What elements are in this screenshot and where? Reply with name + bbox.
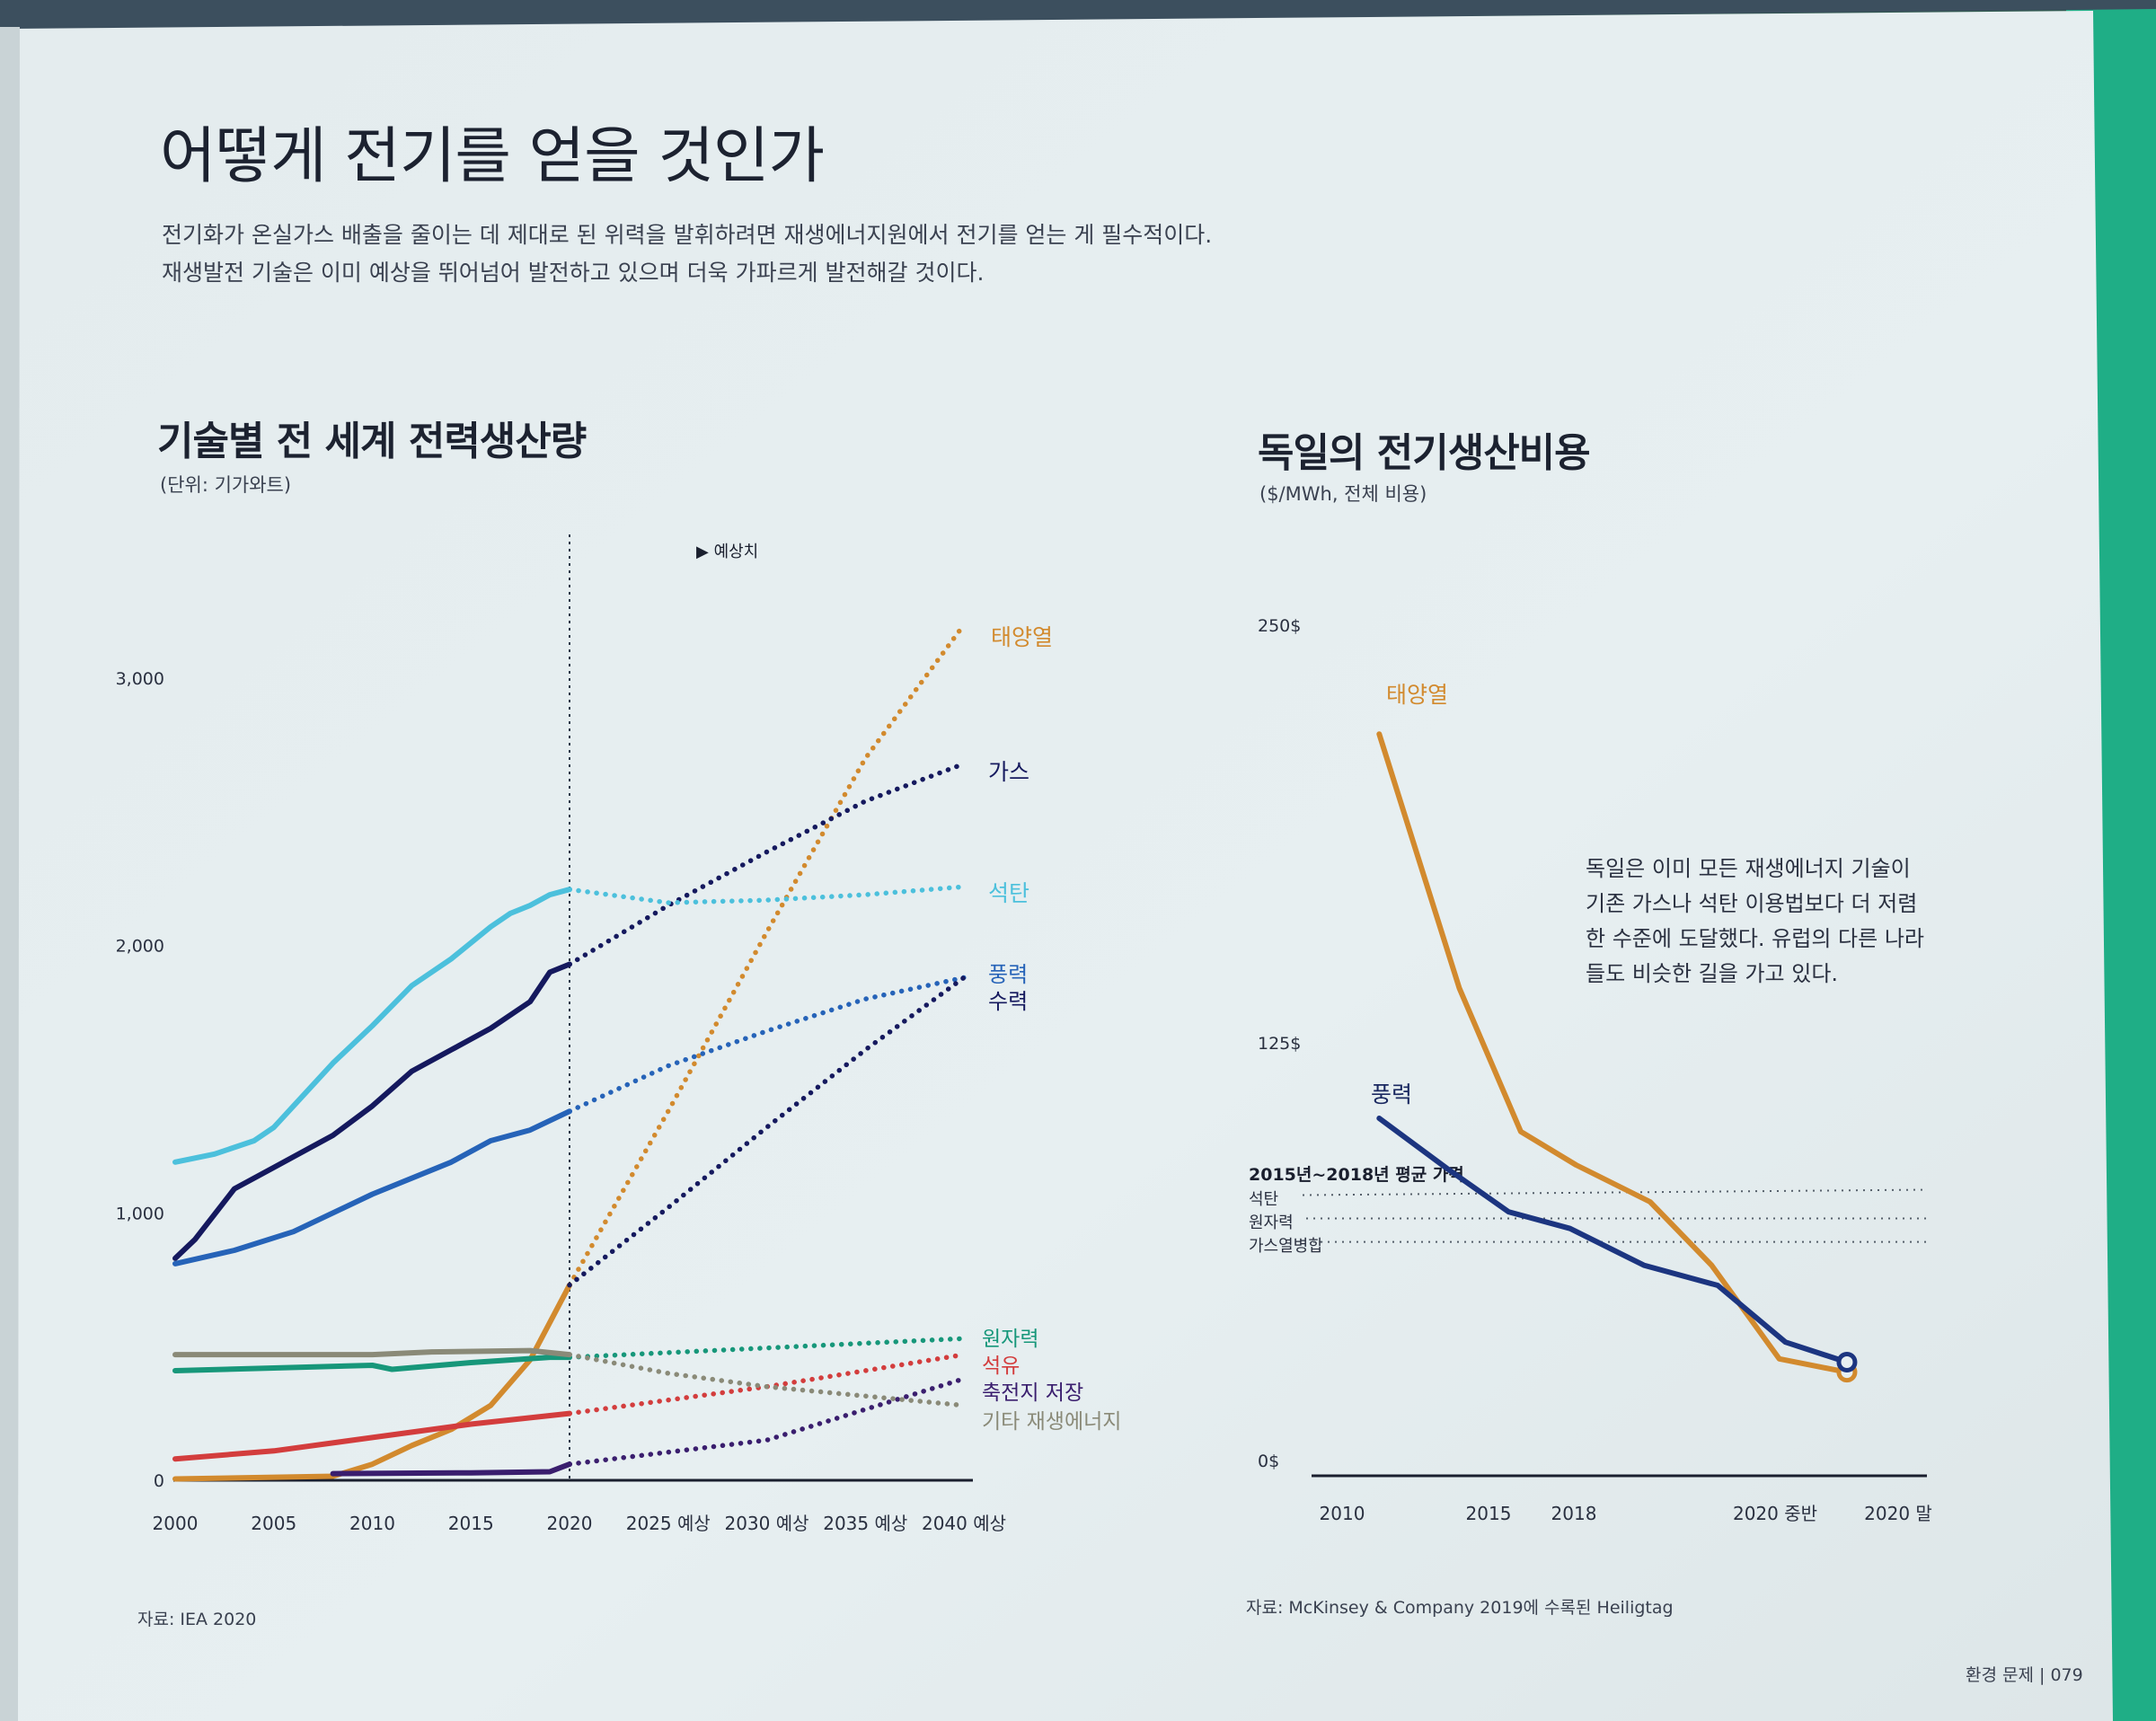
series-forecast-line xyxy=(567,1336,967,1360)
series-forecast-line xyxy=(567,884,967,905)
y-tick-label: 3,000 xyxy=(116,669,164,689)
reference-label: 가스열병합 xyxy=(1249,1237,1323,1256)
subtitle-line-1: 전기화가 온실가스 배출을 줄이는 데 제대로 된 위력을 발휘하려면 재생에너… xyxy=(162,222,1213,248)
series-label: 태양열 xyxy=(1386,682,1448,708)
left-chart-unit: (단위: 기가와트) xyxy=(160,474,292,496)
series-line xyxy=(330,1461,572,1477)
x-tick-label: 2005 xyxy=(251,1513,296,1534)
series-label: 풍력 xyxy=(1371,1081,1412,1108)
series-label: 태양열 xyxy=(991,624,1053,650)
series-line xyxy=(172,887,572,1165)
reference-label: 석탄 xyxy=(1249,1190,1278,1209)
series-forecast-line xyxy=(567,975,967,1114)
x-tick-label: 2020 말 xyxy=(1864,1503,1932,1524)
y-tick-label: 2,000 xyxy=(116,937,164,957)
right-chart-source: 자료: McKinsey & Company 2019에 수록된 Heiligt… xyxy=(1246,1598,1674,1618)
right-chart-title: 독일의 전기생산비용 xyxy=(1258,430,1591,476)
series-forecast-line xyxy=(567,1376,967,1467)
reference-line xyxy=(1302,1188,1928,1196)
forecast-label: ▶ 예상치 xyxy=(696,543,758,561)
x-tick-label: 2015 xyxy=(448,1513,494,1534)
right-chart-unit: ($/MWh, 전체 비용) xyxy=(1259,483,1427,505)
page-number: 환경 문제 | 079 xyxy=(1966,1665,2083,1685)
x-tick-label: 2018 xyxy=(1551,1503,1597,1524)
series-line xyxy=(172,1108,572,1266)
x-tick-label: 2020 xyxy=(547,1513,593,1534)
x-tick-label: 2035 예상 xyxy=(823,1513,907,1534)
x-tick-label: 2015 xyxy=(1466,1503,1512,1524)
y-tick-label: 0 xyxy=(154,1471,164,1491)
series-forecast-line xyxy=(567,975,967,1288)
x-tick-label: 2020 중반 xyxy=(1733,1503,1817,1524)
x-tick-label: 2000 xyxy=(153,1513,199,1534)
reference-label: 원자력 xyxy=(1249,1214,1294,1232)
y-tick-label: 125$ xyxy=(1258,1034,1301,1054)
series-label: 수력 xyxy=(988,989,1028,1014)
series-line xyxy=(172,961,572,1261)
legend-title: 2015년~2018년 평균 가격 xyxy=(1249,1165,1464,1185)
y-tick-label: 0$ xyxy=(1258,1452,1279,1471)
series-label: 석유 xyxy=(982,1355,1020,1378)
series-label: 원자력 xyxy=(982,1328,1038,1351)
series-forecast-line xyxy=(567,1352,967,1408)
series-label: 기타 재생에너지 xyxy=(982,1410,1121,1434)
series-forecast-line xyxy=(567,761,967,967)
x-tick-label: 2040 예상 xyxy=(922,1513,1006,1534)
series-line xyxy=(172,1410,572,1462)
right-chart-note: 독일은 이미 모든 재생에너지 기술이 기존 가스나 석탄 이용법보다 더 저렴… xyxy=(1586,856,1924,986)
series-label: 풍력 xyxy=(988,962,1028,987)
left-chart-source: 자료: IEA 2020 xyxy=(137,1610,257,1629)
series-label: 가스 xyxy=(988,759,1029,785)
series-end-marker xyxy=(1836,1352,1858,1373)
series-line xyxy=(172,1347,572,1358)
series-line xyxy=(1376,731,1850,1375)
series-label: 석탄 xyxy=(988,880,1029,906)
series-line xyxy=(1376,1116,1850,1365)
x-tick-label: 2025 예상 xyxy=(626,1513,711,1534)
y-tick-label: 1,000 xyxy=(116,1204,164,1223)
page-title: 어떻게 전기를 얻을 것인가 xyxy=(160,121,825,192)
x-tick-label: 2010 xyxy=(1320,1503,1365,1524)
x-tick-label: 2030 예상 xyxy=(724,1513,808,1534)
series-line xyxy=(172,1355,572,1373)
left-chart-title: 기술별 전 세계 전력생산량 xyxy=(157,419,587,464)
y-tick-label: 250$ xyxy=(1258,616,1301,636)
x-tick-label: 2010 xyxy=(349,1513,395,1534)
subtitle-line-2: 재생발전 기술은 이미 예상을 뛰어넘어 발전하고 있으며 더욱 가파르게 발전… xyxy=(162,260,985,286)
series-label: 축전지 저장 xyxy=(982,1381,1083,1405)
